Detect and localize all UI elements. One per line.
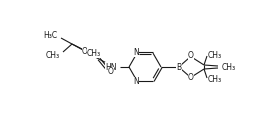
Text: CH₃: CH₃	[208, 75, 222, 83]
Text: CH₃: CH₃	[87, 48, 101, 58]
Text: O: O	[188, 51, 194, 60]
Text: O: O	[108, 67, 114, 76]
Text: CH₃: CH₃	[222, 63, 236, 71]
Text: O: O	[188, 74, 194, 83]
Text: CH₃: CH₃	[222, 63, 236, 71]
Text: CH₃: CH₃	[46, 51, 60, 60]
Text: N: N	[133, 48, 139, 57]
Text: HN: HN	[106, 63, 117, 71]
Text: B: B	[176, 63, 181, 71]
Text: H₃C: H₃C	[43, 30, 57, 39]
Text: N: N	[133, 77, 139, 86]
Text: O: O	[82, 47, 88, 55]
Text: CH₃: CH₃	[208, 51, 222, 59]
